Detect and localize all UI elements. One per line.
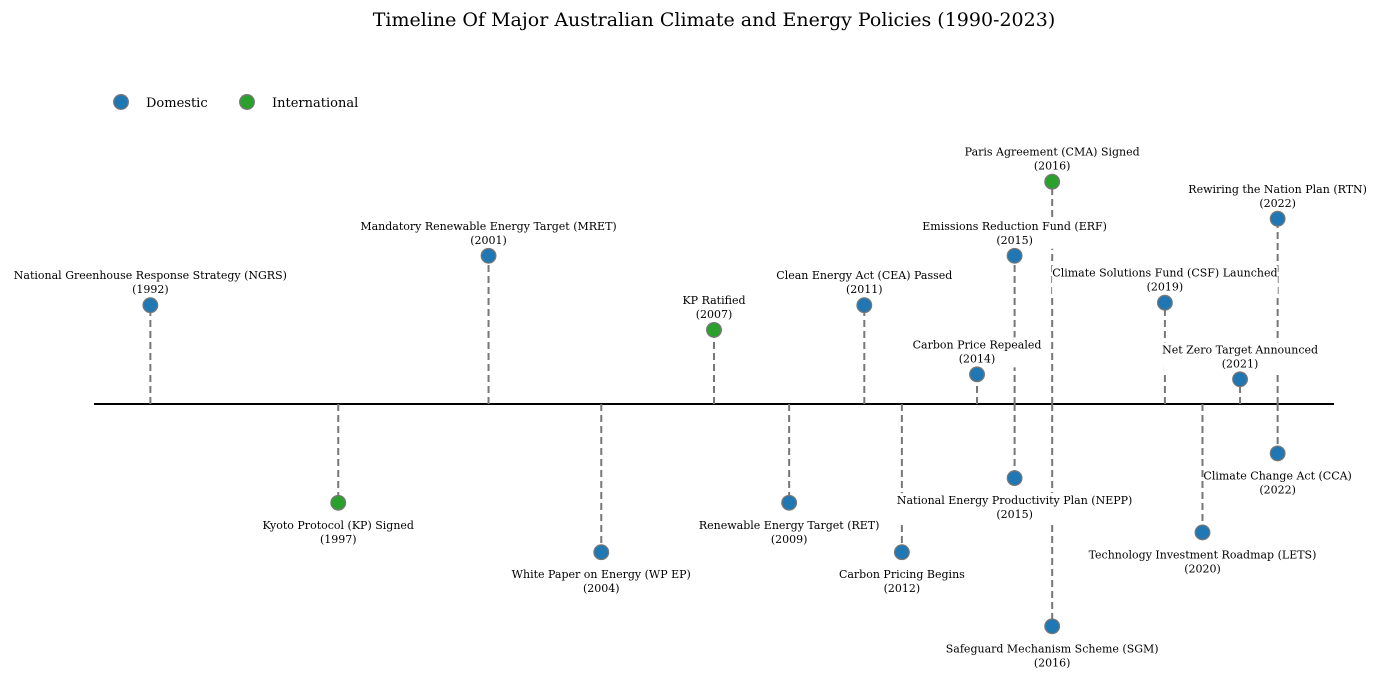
legend: Domestic International (113, 94, 358, 111)
event-labels: National Greenhouse Response Strategy (N… (14, 146, 1367, 670)
event-label-clean-energy-act-cea-passed: Clean Energy Act (CEA) Passed (776, 269, 952, 282)
event-year-emissions-reduction-fund-erf: (2015) (996, 234, 1033, 247)
event-year-mandatory-renewable-energy-target-mret: (2001) (470, 234, 507, 247)
label-bg-kyoto-protocol-kp-signed (258, 517, 418, 548)
event-year-kp-ratified: (2007) (696, 308, 733, 321)
legend-marker-international (239, 94, 255, 110)
event-label-safeguard-mechanism-scheme-sgm: Safeguard Mechanism Scheme (SGM) (946, 642, 1159, 655)
event-label-emissions-reduction-fund-erf: Emissions Reduction Fund (ERF) (922, 220, 1107, 233)
marker-climate-solutions-fund-csf-launched (1156, 294, 1173, 311)
label-bg-safeguard-mechanism-scheme-sgm (954, 641, 1150, 672)
event-label-renewable-energy-target-ret: Renewable Energy Target (RET) (699, 519, 880, 532)
marker-clean-energy-act-cea-passed (856, 297, 873, 314)
marker-emissions-reduction-fund-erf (1006, 247, 1023, 264)
label-bg-carbon-pricing-begins (837, 567, 966, 598)
marker-white-paper-on-energy-wp-ep (593, 544, 610, 561)
marker-rewiring-the-nation-plan-rtn (1269, 210, 1286, 227)
label-bg-clean-energy-act-cea-passed (775, 268, 953, 299)
event-label-carbon-pricing-begins: Carbon Pricing Begins (839, 568, 965, 581)
marker-safeguard-mechanism-scheme-sgm (1044, 618, 1061, 635)
event-year-carbon-pricing-begins: (2012) (884, 582, 921, 595)
label-bg-emissions-reduction-fund-erf (923, 218, 1107, 249)
label-bg-mandatory-renewable-energy-target-mret (366, 218, 611, 249)
event-year-national-energy-productivity-plan-nepp: (2015) (996, 508, 1033, 521)
event-year-climate-solutions-fund-csf-launched: (2019) (1147, 281, 1184, 294)
label-bg-technology-investment-roadmap-lets (1092, 547, 1313, 578)
label-bg-kp-ratified (680, 292, 748, 323)
event-year-technology-investment-roadmap-lets: (2020) (1184, 562, 1221, 575)
legend-label-international: International (272, 96, 358, 111)
marker-carbon-price-repealed (969, 366, 985, 383)
event-label-kyoto-protocol-kp-signed: Kyoto Protocol (KP) Signed (263, 519, 414, 532)
event-year-climate-change-act-cca: (2022) (1259, 483, 1296, 496)
label-bg-carbon-price-repealed (912, 337, 1042, 368)
marker-national-energy-productivity-plan-nepp (1006, 470, 1023, 487)
label-bg-national-energy-productivity-plan-nepp (892, 493, 1137, 524)
event-label-carbon-price-repealed: Carbon Price Repealed (913, 338, 1042, 351)
event-label-climate-solutions-fund-csf-launched: Climate Solutions Fund (CSF) Launched (1052, 267, 1277, 280)
label-bg-white-paper-on-energy-wp-ep (512, 567, 690, 598)
marker-national-greenhouse-response-strategy-ngrs (142, 297, 159, 314)
marker-kp-ratified (706, 321, 722, 338)
label-bg-climate-solutions-fund-csf-launched (1052, 265, 1278, 296)
event-year-national-greenhouse-response-strategy-ngrs: (1992) (132, 283, 169, 296)
legend-label-domestic: Domestic (146, 96, 208, 111)
event-year-carbon-price-repealed: (2014) (959, 352, 996, 365)
marker-climate-change-act-cca (1269, 445, 1286, 462)
legend-marker-domestic (113, 94, 129, 110)
event-year-rewiring-the-nation-plan-rtn: (2022) (1259, 197, 1296, 210)
event-label-climate-change-act-cca: Climate Change Act (CCA) (1203, 469, 1351, 482)
event-year-clean-energy-act-cea-passed: (2011) (846, 283, 883, 296)
event-year-paris-agreement-cma-signed: (2016) (1034, 160, 1071, 173)
event-label-technology-investment-roadmap-lets: Technology Investment Roadmap (LETS) (1089, 548, 1317, 561)
event-year-net-zero-target-announced: (2021) (1222, 357, 1259, 370)
marker-net-zero-target-announced (1232, 371, 1249, 388)
event-year-renewable-energy-target-ret: (2009) (771, 533, 808, 546)
marker-renewable-energy-target-ret (781, 494, 798, 511)
event-year-white-paper-on-energy-wp-ep: (2004) (583, 582, 620, 595)
marker-technology-investment-roadmap-lets (1194, 524, 1211, 541)
event-label-national-greenhouse-response-strategy-ngrs: National Greenhouse Response Strategy (N… (14, 269, 287, 282)
label-bg-rewiring-the-nation-plan-rtn (1186, 181, 1370, 212)
event-label-paris-agreement-cma-signed: Paris Agreement (CMA) Signed (965, 146, 1140, 159)
chart-title: Timeline Of Major Australian Climate and… (373, 9, 1055, 31)
event-label-mandatory-renewable-energy-target-mret: Mandatory Renewable Energy Target (MRET) (360, 220, 616, 233)
event-label-white-paper-on-energy-wp-ep: White Paper on Energy (WP EP) (512, 568, 691, 581)
event-label-kp-ratified: KP Ratified (682, 294, 745, 307)
event-label-net-zero-target-announced: Net Zero Target Announced (1162, 343, 1318, 356)
label-bg-climate-change-act-cca (1204, 468, 1351, 499)
label-backgrounds (16, 144, 1370, 672)
event-year-safeguard-mechanism-scheme-sgm: (2016) (1034, 656, 1071, 669)
event-label-national-energy-productivity-plan-nepp: National Energy Productivity Plan (NEPP) (897, 494, 1133, 507)
label-bg-national-greenhouse-response-strategy-ngrs (16, 268, 285, 299)
marker-carbon-pricing-begins (893, 544, 910, 561)
marker-kyoto-protocol-kp-signed (330, 494, 347, 511)
label-bg-net-zero-target-announced (1163, 342, 1317, 373)
event-label-rewiring-the-nation-plan-rtn: Rewiring the Nation Plan (RTN) (1188, 183, 1367, 196)
event-year-kyoto-protocol-kp-signed: (1997) (320, 533, 357, 546)
label-bg-paris-agreement-cma-signed (966, 144, 1138, 175)
marker-paris-agreement-cma-signed (1044, 173, 1061, 190)
event-markers (142, 173, 1286, 635)
marker-mandatory-renewable-energy-target-mret (480, 247, 497, 264)
label-bg-renewable-energy-target-ret (700, 517, 878, 548)
